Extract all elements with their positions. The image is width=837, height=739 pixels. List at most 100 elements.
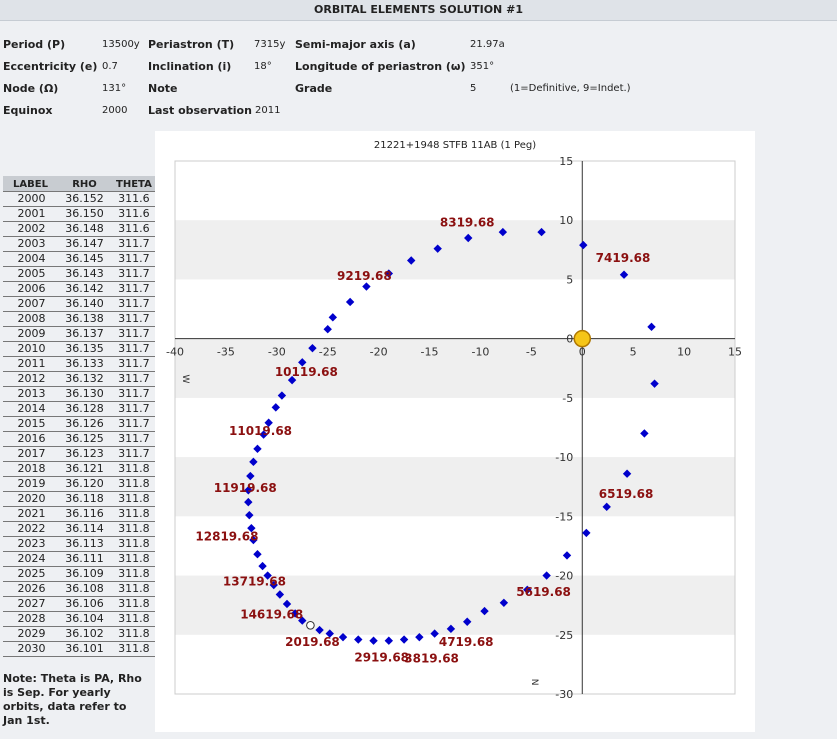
rho-cell: 36.152 — [58, 191, 111, 207]
table-row: 2026 36.108 311.8 — [3, 581, 157, 597]
year-cell: 2008 — [3, 311, 58, 327]
orbit-point — [290, 609, 300, 618]
table-row: 2004 36.145 311.7 — [3, 251, 157, 267]
grade-label: Grade — [295, 82, 333, 95]
theta-cell: 311.6 — [111, 206, 157, 222]
semi-major-axis-label: Semi-major axis (a) — [295, 38, 416, 51]
grid-band — [175, 338, 735, 398]
table-row: 2022 36.114 311.8 — [3, 521, 157, 537]
table-row: 2016 36.125 311.7 — [3, 431, 157, 447]
primary-star — [573, 329, 592, 348]
epoch-label: 6519.68 — [599, 487, 654, 501]
y-tick-label: 10 — [559, 214, 573, 227]
orbit-point — [463, 617, 472, 626]
year-cell: 2026 — [3, 581, 58, 597]
column-header-label: LABEL — [3, 176, 58, 192]
orbit-chart: -40 -35 -30 -25 -20 -15 -10 -5 0 5 10 15 15 10 5 0 -5 -10… — [166, 140, 742, 701]
theta-cell: 311.8 — [111, 506, 157, 522]
year-cell: 2000 — [3, 191, 58, 207]
orbit-point — [264, 418, 273, 427]
theta-cell: 311.7 — [111, 341, 157, 357]
semi-major-axis-value: 21.97a — [470, 39, 505, 50]
current-position-point — [306, 621, 315, 630]
rho-cell: 36.135 — [58, 341, 111, 357]
table-row: 2005 36.143 311.7 — [3, 266, 157, 282]
theta-cell: 311.8 — [111, 521, 157, 537]
x-tick-label: -5 — [526, 346, 537, 359]
table-row: 2007 36.140 311.7 — [3, 296, 157, 312]
theta-cell: 311.8 — [111, 566, 157, 582]
year-cell: 2003 — [3, 236, 58, 252]
table-row: 2006 36.142 311.7 — [3, 281, 157, 297]
table-row: 2001 36.150 311.6 — [3, 206, 157, 222]
year-cell: 2028 — [3, 611, 58, 627]
ephemeris-table: LABEL RHO THETA 2000 36.152 311.6 2001 36.15… — [3, 176, 157, 657]
orbit-point — [345, 297, 355, 307]
theta-cell: 311.8 — [111, 461, 157, 477]
year-cell: 2002 — [3, 221, 58, 237]
orbit-point — [244, 497, 253, 507]
year-cell: 2014 — [3, 401, 58, 417]
year-cell: 2020 — [3, 491, 58, 507]
theta-cell: 311.8 — [111, 581, 157, 597]
orbit-point — [407, 256, 416, 265]
orbit-point — [464, 233, 473, 243]
theta-cell: 311.8 — [111, 626, 157, 642]
table-row: 2020 36.118 311.8 — [3, 491, 157, 507]
column-header-theta: THETA — [111, 176, 157, 192]
theta-cell: 311.8 — [111, 551, 157, 567]
rho-cell: 36.120 — [58, 476, 111, 492]
year-cell: 2025 — [3, 566, 58, 582]
y-tick-label: -5 — [562, 392, 573, 405]
orbit-point — [328, 313, 338, 322]
rho-cell: 36.121 — [58, 461, 111, 477]
year-cell: 2009 — [3, 326, 58, 342]
theta-cell: 311.7 — [111, 311, 157, 327]
rho-cell: 36.142 — [58, 281, 111, 297]
orbit-point — [354, 635, 363, 644]
theta-cell: 311.7 — [111, 431, 157, 447]
theta-cell: 311.7 — [111, 371, 157, 387]
rho-cell: 36.143 — [58, 266, 111, 282]
orbit-point — [582, 528, 591, 538]
theta-cell: 311.7 — [111, 236, 157, 252]
rho-cell: 36.132 — [58, 371, 111, 387]
orbit-point — [433, 244, 442, 253]
theta-cell: 311.7 — [111, 326, 157, 342]
rho-cell: 36.126 — [58, 416, 111, 432]
table-row: 2024 36.111 311.8 — [3, 551, 157, 567]
orbit-point — [246, 471, 255, 481]
period-value: 13500y — [102, 39, 140, 50]
theta-cell: 311.7 — [111, 296, 157, 312]
rho-cell: 36.116 — [58, 506, 111, 522]
rho-cell: 36.109 — [58, 566, 111, 582]
orbit-point — [579, 240, 588, 250]
theta-cell: 311.7 — [111, 251, 157, 267]
table-row: 2015 36.126 311.7 — [3, 416, 157, 432]
theta-cell: 311.7 — [111, 281, 157, 297]
year-cell: 2024 — [3, 551, 58, 567]
year-cell: 2029 — [3, 626, 58, 642]
year-cell: 2004 — [3, 251, 58, 267]
rho-cell: 36.125 — [58, 431, 111, 447]
year-cell: 2010 — [3, 341, 58, 357]
rho-cell: 36.123 — [58, 446, 111, 462]
orbit-point — [244, 486, 253, 495]
table-row: 2011 36.133 311.7 — [3, 356, 157, 372]
epoch-label: 14619.68 — [240, 608, 303, 622]
orbit-point — [263, 571, 272, 580]
x-tick-label: -15 — [421, 346, 439, 359]
table-row: 2019 36.120 311.8 — [3, 476, 157, 492]
y-tick-label: 0 — [566, 333, 573, 346]
table-row: 2000 36.152 311.6 — [3, 191, 157, 207]
table-row: 2023 36.113 311.8 — [3, 536, 157, 552]
year-cell: 2018 — [3, 461, 58, 477]
theta-cell: 311.7 — [111, 401, 157, 417]
orbit-point — [480, 606, 489, 616]
orbit-point — [647, 322, 656, 332]
year-cell: 2013 — [3, 386, 58, 402]
orbit-point — [308, 343, 317, 353]
eccentricity-value: 0.7 — [102, 61, 118, 72]
year-cell: 2019 — [3, 476, 58, 492]
rho-cell: 36.113 — [58, 536, 111, 552]
